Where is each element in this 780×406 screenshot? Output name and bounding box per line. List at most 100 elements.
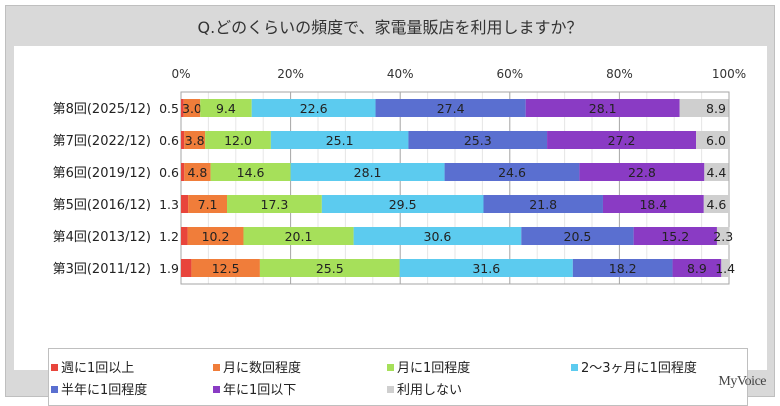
legend-item: 月に1回程度 (387, 357, 470, 376)
data-label: 17.3 (261, 197, 289, 212)
data-label: 20.5 (564, 229, 592, 244)
x-tick-label: 80% (606, 67, 633, 81)
category-label: 第4回(2013/12) (53, 230, 151, 245)
bar-segment (181, 99, 184, 117)
legend-label: 利用しない (397, 383, 463, 398)
bar-segment (205, 131, 271, 149)
bar-segment (679, 99, 729, 117)
bar-segment (602, 195, 704, 213)
data-label: 21.8 (529, 197, 557, 212)
bar-segment (188, 195, 228, 213)
bar-segment (181, 131, 185, 149)
legend-label: 2～3ヶ月に1回程度 (581, 361, 697, 376)
x-tick-label: 0% (171, 67, 190, 81)
data-label: 28.1 (589, 101, 617, 116)
data-label: 20.1 (285, 229, 313, 244)
bar-segment (210, 163, 291, 181)
category-label: 第5回(2016/12) (53, 198, 151, 213)
bar-segment (579, 163, 705, 181)
bar-segment (483, 195, 603, 213)
legend-swatch (387, 364, 394, 371)
data-label: 0.6 (159, 133, 179, 148)
bar-segment (547, 131, 697, 149)
data-label: 0.5 (159, 101, 179, 116)
data-label: 22.8 (628, 165, 656, 180)
legend-item: 利用しない (387, 379, 462, 398)
category-label: 第7回(2022/12) (53, 134, 151, 149)
data-label: 1.2 (159, 229, 179, 244)
bar-segment (184, 163, 211, 181)
legend-swatch (51, 386, 58, 393)
bar-segment (703, 195, 729, 213)
plot-border (180, 91, 730, 285)
stacked-bar-chart: 0% 20% 40% 60% 80% 100% 第8回(2025/12) 0.5 3.0 9.4 2… (53, 67, 746, 285)
category-label: 第3回(2011/12) (53, 262, 151, 277)
data-label: 1.9 (159, 261, 179, 276)
legend-swatch (213, 364, 220, 371)
data-label: 24.6 (498, 165, 526, 180)
data-label: 1.4 (715, 261, 735, 276)
data-label: 15.2 (661, 229, 689, 244)
bar-segment (251, 99, 376, 117)
data-label: 6.0 (706, 133, 726, 148)
data-label: 18.2 (609, 261, 637, 276)
bar-segment (704, 163, 729, 181)
bar-segment (181, 163, 185, 181)
data-label: 14.6 (237, 165, 265, 180)
legend-swatch (213, 386, 220, 393)
myvoice-logo: MyVoice (718, 374, 766, 389)
data-label: 12.5 (212, 261, 240, 276)
data-label: 4.8 (187, 165, 207, 180)
data-label: 22.6 (300, 101, 328, 116)
data-label: 4.6 (706, 197, 726, 212)
bar-segment (572, 259, 673, 277)
legend-label: 月に数回程度 (223, 361, 302, 376)
data-label: 28.1 (354, 165, 382, 180)
bar-segment (183, 99, 201, 117)
bar-segment (375, 99, 526, 117)
data-label: 2.3 (713, 229, 733, 244)
data-label: 3.0 (182, 101, 202, 116)
bar-segment (243, 227, 354, 245)
legend-item: 2～3ヶ月に1回程度 (571, 357, 697, 376)
x-tick-label: 60% (496, 67, 523, 81)
data-label: 9.4 (216, 101, 236, 116)
bar-segment (200, 99, 252, 117)
bar-segment (181, 259, 192, 277)
legend-item: 週に1回以上 (51, 357, 134, 376)
legend-swatch (387, 386, 394, 393)
data-label: 27.4 (437, 101, 465, 116)
data-label: 1.3 (159, 197, 179, 212)
data-label: 25.1 (326, 133, 354, 148)
legend-label: 年に1回以下 (223, 383, 297, 398)
bar-segment (184, 131, 206, 149)
data-label: 30.6 (424, 229, 452, 244)
legend-label: 半年に1回程度 (61, 383, 148, 398)
data-label: 3.8 (185, 133, 205, 148)
bar-segment (270, 131, 409, 149)
bar-segment (521, 227, 634, 245)
bar-segment (716, 227, 730, 245)
data-label: 7.1 (198, 197, 218, 212)
x-tick-label: 40% (387, 67, 414, 81)
bar-segment (181, 227, 188, 245)
bar-segment (191, 259, 260, 277)
bar-segment (353, 227, 522, 245)
data-label: 25.3 (464, 133, 492, 148)
bar-segment (227, 195, 322, 213)
data-label: 31.6 (472, 261, 500, 276)
legend-item: 月に数回程度 (213, 357, 301, 376)
bar-segment (290, 163, 445, 181)
bar-segment (321, 195, 484, 213)
plot-panel: 0% 20% 40% 60% 80% 100% 第8回(2025/12) 0.5 3.0 9.4 2… (14, 46, 767, 406)
legend-label: 週に1回以上 (61, 361, 135, 376)
data-label: 8.9 (706, 101, 726, 116)
chart-title: Q.どのくらいの頻度で、家電量販店を利用しますか？ (197, 18, 583, 37)
bar-segment (187, 227, 244, 245)
legend-item: 半年に1回程度 (51, 379, 147, 398)
category-label: 第6回(2019/12) (53, 166, 151, 181)
data-label: 10.2 (202, 229, 230, 244)
legend: 週に1回以上 月に数回程度 月に1回程度 2～3ヶ月に1回程度半年に1回程度 年に1回以… (48, 348, 748, 406)
bar-segment (181, 195, 189, 213)
data-label: 0.6 (159, 165, 179, 180)
